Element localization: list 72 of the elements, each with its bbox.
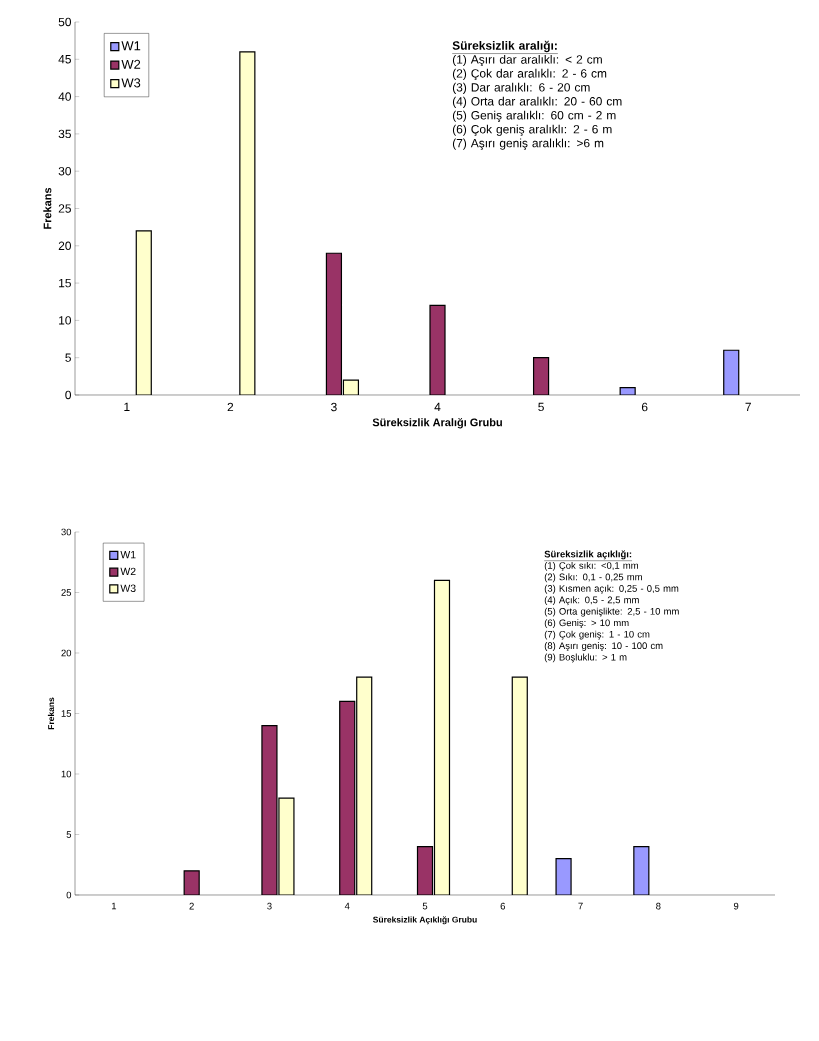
bar <box>339 700 356 895</box>
y-tick-label: 5 <box>66 831 72 838</box>
y-tick-label: 15 <box>59 278 71 288</box>
x-tick-label: 7 <box>745 402 751 411</box>
x-axis-title: Süreksizlik Açıklığı Grubu <box>373 916 477 925</box>
y-tick-label: 15 <box>61 710 72 717</box>
annotation: (9) Boşluklu: > 1 m <box>544 653 627 663</box>
annotation: (6) Çok geniş aralıklı: 2 - 6 m <box>452 124 612 136</box>
y-tick-label: 20 <box>61 649 72 657</box>
x-tick-label: 4 <box>434 402 441 411</box>
bar <box>416 846 434 895</box>
bar <box>356 676 373 895</box>
x-tick-label: 6 <box>641 402 648 412</box>
bar <box>135 230 152 395</box>
y-axis-title: Frekans <box>43 187 52 229</box>
x-tick-label: 5 <box>422 902 428 910</box>
x-tick-label: 6 <box>500 902 505 910</box>
y-tick-label: 35 <box>58 129 71 139</box>
annotation: (5) Orta genişlikte: 2,5 - 10 mm <box>544 607 679 617</box>
annotation: (4) Açık: 0,5 - 2,5 mm <box>544 596 639 606</box>
bar <box>633 846 650 895</box>
annotation: (8) Aşırı geniş: 10 - 100 cm <box>544 642 663 651</box>
annotation: (1) Çok sıkı: <0,1 mm <box>544 561 638 571</box>
x-tick-label: 3 <box>267 902 272 910</box>
annotation: (7) Çok geniş: 1 - 10 cm <box>544 630 650 640</box>
legend-label: W1 <box>120 551 136 559</box>
legend-label: W2 <box>121 59 141 69</box>
annotation: (3) Kısmen açık: 0,25 - 0,5 mm <box>544 584 679 594</box>
y-tick-label: 40 <box>58 92 72 101</box>
x-tick-label: 2 <box>227 402 234 412</box>
annotation: (1) Aşırı dar aralıklı: < 2 cm <box>452 54 602 67</box>
x-tick-label: 2 <box>189 902 194 910</box>
annotation: (3) Dar aralıklı: 6 - 20 cm <box>452 82 590 94</box>
x-tick-label: 5 <box>538 402 544 412</box>
annotation: (4) Orta dar aralıklı: 20 - 60 cm <box>452 96 622 108</box>
y-tick-label: 0 <box>65 390 72 400</box>
bar <box>325 252 343 395</box>
annotation: (7) Aşırı geniş aralıklı: >6 m <box>452 138 604 150</box>
bar <box>433 579 451 895</box>
bar <box>511 676 528 895</box>
y-tick-label: 5 <box>65 353 71 362</box>
y-tick-label: 30 <box>58 166 72 176</box>
y-tick-label: 45 <box>58 55 71 64</box>
y-tick-label: 10 <box>59 316 72 325</box>
y-tick-label: 30 <box>61 528 72 536</box>
x-tick-label: 7 <box>578 902 583 910</box>
legend-label: W1 <box>121 41 141 51</box>
bar <box>723 349 740 395</box>
legend-label: W3 <box>121 78 141 88</box>
x-tick-label: 8 <box>656 902 661 910</box>
annotation: (5) Geniş aralıklı: 60 cm - 2 m <box>452 110 616 122</box>
y-tick-label: 25 <box>61 589 72 596</box>
y-tick-label: 20 <box>58 241 72 251</box>
y-tick-label: 0 <box>66 891 72 899</box>
x-axis-title: Süreksizlik Aralığı Grubu <box>372 418 502 429</box>
y-axis-title: Frekans <box>47 697 55 730</box>
x-tick-label: 1 <box>124 402 130 411</box>
y-tick-label: 25 <box>58 204 71 213</box>
annotation: Süreksizlik açıklığı: <box>544 550 632 560</box>
x-tick-label: 3 <box>331 402 337 412</box>
annotation: (2) Sıkı: 0,1 - 0,25 mm <box>544 573 642 583</box>
x-tick-label: 9 <box>733 902 739 910</box>
annotation: (2) Çok dar aralıklı: 2 - 6 cm <box>452 68 607 81</box>
y-tick-label: 10 <box>61 770 72 778</box>
y-tick-label: 50 <box>58 17 72 27</box>
bar <box>532 357 550 395</box>
annotation: (6) Geniş: > 10 mm <box>544 619 629 629</box>
legend-label: W2 <box>120 567 136 576</box>
annotation: Süreksizlik aralığı: <box>452 40 557 53</box>
x-tick-label: 4 <box>344 902 350 910</box>
x-tick-label: 1 <box>111 902 117 910</box>
legend-label: W3 <box>120 584 136 592</box>
